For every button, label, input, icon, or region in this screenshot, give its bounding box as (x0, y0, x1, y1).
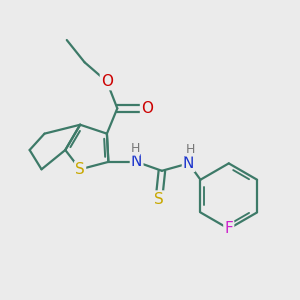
Text: O: O (141, 101, 153, 116)
Text: O: O (101, 74, 113, 89)
Text: S: S (75, 162, 85, 177)
Text: N: N (183, 156, 194, 171)
Text: S: S (154, 191, 164, 206)
Text: N: N (131, 154, 142, 169)
Text: F: F (224, 221, 233, 236)
Text: H: H (130, 142, 140, 155)
Text: H: H (185, 143, 195, 156)
